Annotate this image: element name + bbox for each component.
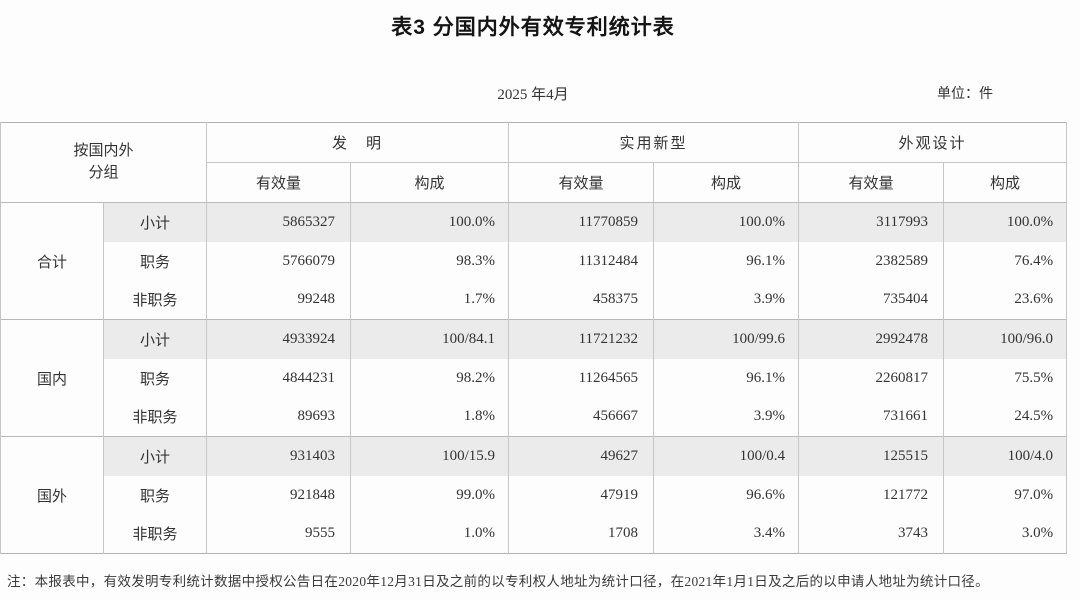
table-row: 非职务 89693 1.8% 456667 3.9% 731661 24.5% [1, 397, 1068, 437]
subheader-composition: 构成 [653, 162, 800, 203]
composition-cell: 100.0% [350, 202, 510, 242]
report-period: 2025 年4月 [497, 87, 569, 103]
row-label-cell: 职务 [102, 475, 208, 515]
valid-count-cell: 125515 [798, 436, 945, 476]
row-group-header-line1: 按国内外 [73, 142, 134, 159]
composition-cell: 100/4.0 [943, 436, 1068, 476]
valid-count-cell: 89693 [206, 397, 352, 437]
composition-cell: 3.9% [653, 280, 800, 320]
row-label-cell: 小计 [102, 202, 208, 242]
group-label-cell: 国内 [0, 319, 104, 437]
footnote: 注：本报表中，有效发明专利统计数据中授权公告日在2020年12月31日及之前的以… [7, 574, 989, 589]
column-group-design: 外观设计 [798, 122, 1068, 163]
row-label-cell: 非职务 [102, 514, 208, 554]
composition-cell: 98.2% [350, 358, 510, 398]
valid-count-cell: 731661 [798, 397, 945, 437]
composition-cell: 100.0% [653, 202, 800, 242]
composition-cell: 100/84.1 [350, 319, 510, 359]
row-label-cell: 非职务 [102, 397, 208, 437]
composition-cell: 24.5% [943, 397, 1068, 437]
valid-count-cell: 735404 [798, 280, 945, 320]
subheader-composition: 构成 [943, 162, 1068, 203]
valid-count-cell: 458375 [508, 280, 655, 320]
table-row: 非职务 9555 1.0% 1708 3.4% 3743 3.0% [1, 514, 1068, 554]
composition-cell: 100.0% [943, 202, 1068, 242]
valid-count-cell: 49627 [508, 436, 655, 476]
composition-cell: 98.3% [350, 241, 510, 281]
valid-count-cell: 1708 [508, 514, 655, 554]
subheader-composition: 构成 [350, 162, 510, 203]
page-title: 表3 分国内外有效专利统计表 [391, 16, 675, 39]
table-row: 非职务 99248 1.7% 458375 3.9% 735404 23.6% [1, 280, 1068, 320]
composition-cell: 96.6% [653, 475, 800, 515]
header-row-subcolumns: 有效量 构成 有效量 构成 有效量 构成 [1, 162, 1068, 203]
composition-cell: 76.4% [943, 241, 1068, 281]
subheader-valid-count: 有效量 [206, 162, 352, 203]
valid-count-cell: 99248 [206, 280, 352, 320]
valid-count-cell: 2260817 [798, 358, 945, 398]
composition-cell: 23.6% [943, 280, 1068, 320]
valid-count-cell: 2992478 [798, 319, 945, 359]
valid-count-cell: 9555 [206, 514, 352, 554]
valid-count-cell: 4844231 [206, 358, 352, 398]
table-row: 职务 4844231 98.2% 11264565 96.1% 2260817 75.5% [1, 358, 1068, 398]
composition-cell: 1.7% [350, 280, 510, 320]
composition-cell: 100/0.4 [653, 436, 800, 476]
subheader-valid-count: 有效量 [798, 162, 945, 203]
composition-cell: 96.1% [653, 358, 800, 398]
composition-cell: 1.0% [350, 514, 510, 554]
composition-cell: 99.0% [350, 475, 510, 515]
table-body: 合计 小计 5865327 100.0% 11770859 100.0% 3117993 10… [0, 202, 1068, 554]
unit-label: 单位：件 [937, 87, 993, 102]
column-group-invention: 发 明 [206, 122, 510, 163]
column-group-utility-model: 实用新型 [508, 122, 800, 163]
valid-count-cell: 3117993 [798, 202, 945, 242]
composition-cell: 100/99.6 [653, 319, 800, 359]
composition-cell: 100/15.9 [350, 436, 510, 476]
table-row: 职务 921848 99.0% 47919 96.6% 121772 97.0% [1, 475, 1068, 515]
group-label-cell: 国外 [0, 436, 104, 554]
valid-count-cell: 121772 [798, 475, 945, 515]
valid-count-cell: 47919 [508, 475, 655, 515]
valid-count-cell: 931403 [206, 436, 352, 476]
table-row: 合计 小计 5865327 100.0% 11770859 100.0% 3117993 10… [0, 202, 1068, 320]
valid-count-cell: 11770859 [508, 202, 655, 242]
valid-count-cell: 2382589 [798, 241, 945, 281]
meta-row: 2025 年4月 单位：件 [0, 83, 1066, 103]
valid-count-cell: 456667 [508, 397, 655, 437]
composition-cell: 96.1% [653, 241, 800, 281]
table-row: 国内 小计 4933924 100/84.1 11721232 100/99.6 29924… [0, 319, 1068, 437]
row-label-cell: 非职务 [102, 280, 208, 320]
valid-count-cell: 5766079 [206, 241, 352, 281]
composition-cell: 1.8% [350, 397, 510, 437]
row-group-header-line2: 分组 [88, 164, 119, 181]
composition-cell: 100/96.0 [943, 319, 1068, 359]
composition-cell: 3.4% [653, 514, 800, 554]
valid-count-cell: 11721232 [508, 319, 655, 359]
row-label-cell: 小计 [102, 319, 208, 359]
subheader-valid-count: 有效量 [508, 162, 655, 203]
group-label-cell: 合计 [0, 202, 104, 320]
valid-count-cell: 921848 [206, 475, 352, 515]
header-row-sections: 按国内外 分组 发 明 实用新型 外观设计 [0, 122, 1068, 203]
patent-statistics-table: 按国内外 分组 发 明 实用新型 外观设计 有效量 构成 有效量 构成 有效量 … [0, 122, 1068, 554]
table-row: 国外 小计 931403 100/15.9 49627 100/0.4 125515 100/… [0, 436, 1068, 554]
table-row: 职务 5766079 98.3% 11312484 96.1% 2382589 76.4% [1, 241, 1068, 281]
valid-count-cell: 5865327 [206, 202, 352, 242]
row-label-cell: 职务 [102, 358, 208, 398]
composition-cell: 3.0% [943, 514, 1068, 554]
composition-cell: 75.5% [943, 358, 1068, 398]
valid-count-cell: 4933924 [206, 319, 352, 359]
composition-cell: 97.0% [943, 475, 1068, 515]
row-group-header: 按国内外 分组 [0, 122, 208, 203]
valid-count-cell: 11312484 [508, 241, 655, 281]
composition-cell: 3.9% [653, 397, 800, 437]
row-label-cell: 职务 [102, 241, 208, 281]
valid-count-cell: 11264565 [508, 358, 655, 398]
row-label-cell: 小计 [102, 436, 208, 476]
valid-count-cell: 3743 [798, 514, 945, 554]
